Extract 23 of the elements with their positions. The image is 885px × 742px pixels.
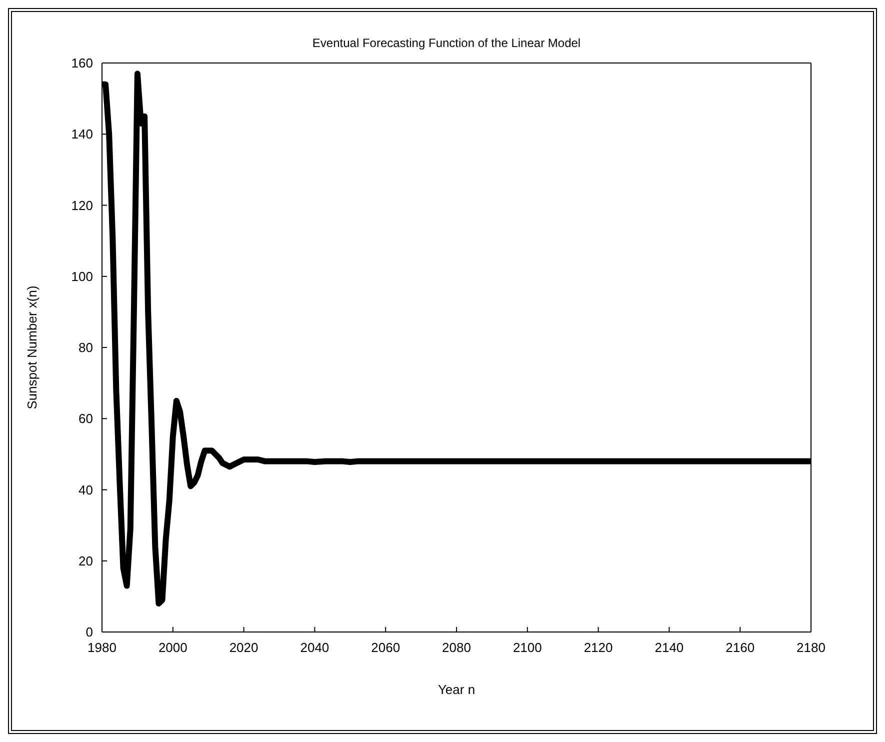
x-tick-label: 2140 <box>654 640 684 656</box>
x-tick-label: 2020 <box>229 640 258 656</box>
y-tick-label: 80 <box>78 340 93 356</box>
x-tick-label: 2080 <box>442 640 471 656</box>
x-tick-label: 1980 <box>88 640 116 656</box>
x-tick-label: 2000 <box>158 640 188 656</box>
y-tick-label: 60 <box>78 411 93 426</box>
y-tick-label: 20 <box>78 553 93 568</box>
y-tick-label: 140 <box>71 126 93 142</box>
y-tick-label: 120 <box>71 198 93 213</box>
y-tick-label: 40 <box>78 482 93 498</box>
y-tick-label: 100 <box>71 268 93 284</box>
x-tick-label: 2160 <box>726 640 755 656</box>
x-tick-label: 2060 <box>371 640 400 656</box>
y-tick-label: 160 <box>71 56 93 71</box>
x-tick-label: 2040 <box>300 640 330 656</box>
x-tick-label: 2180 <box>796 640 826 656</box>
x-tick-label: 2100 <box>512 640 542 656</box>
chart-title: Eventual Forecasting Function of the Linear Model <box>311 36 582 50</box>
y-axis-title: Sunspot Number x(n) <box>24 286 40 410</box>
y-tick-label: 0 <box>86 624 93 640</box>
x-axis-title: Year n <box>438 682 476 697</box>
x-tick-label: 2120 <box>584 640 613 656</box>
